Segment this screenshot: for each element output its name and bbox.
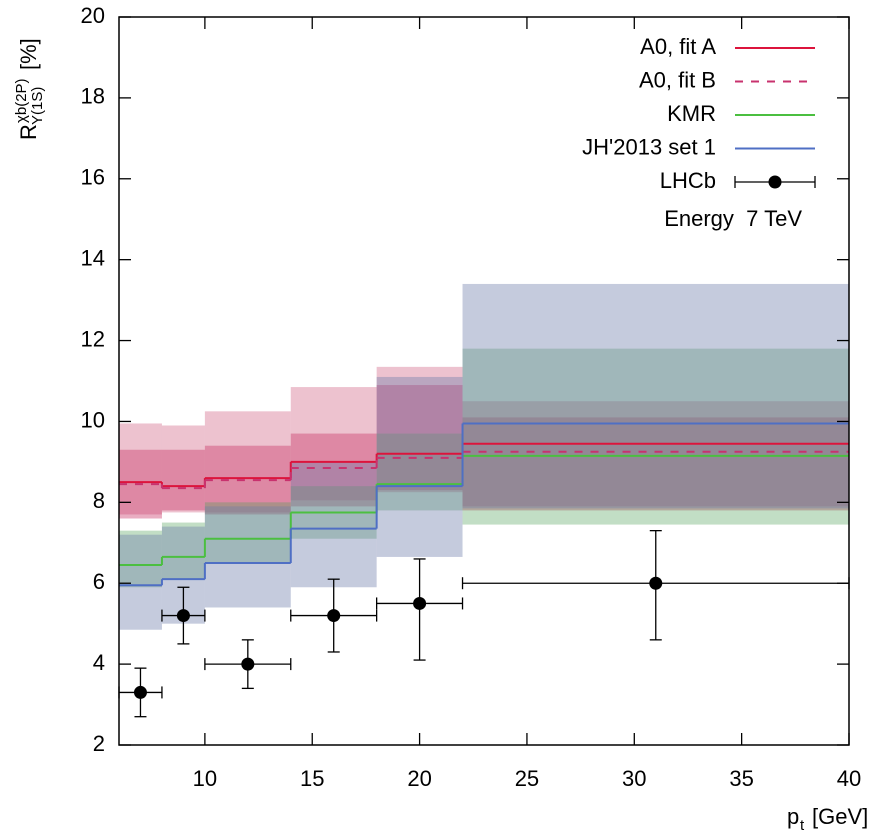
band [204,411,291,513]
x-tick-label: 20 [407,766,431,791]
legend-label: A0, fit A [640,34,716,59]
band [376,385,463,491]
legend-label: KMR [667,101,716,126]
band [204,506,291,608]
y-tick-label: 6 [93,569,105,594]
legend-label: JH'2013 set 1 [582,134,716,159]
data-point [413,596,427,610]
legend-label: A0, fit B [639,67,716,92]
y-tick-label: 8 [93,488,105,513]
x-axis-label-sub: t [800,817,805,834]
x-tick-label: 35 [729,766,753,791]
band [119,530,162,588]
y-axis-label-sub: Υ(1S) [29,87,46,125]
y-axis-label-unit: [%] [16,38,41,70]
band [290,433,377,507]
band [161,425,205,513]
x-tick-label: 10 [193,766,217,791]
band [119,423,162,515]
band [462,401,849,507]
legend-label: LHCb [660,168,716,193]
y-tick-label: 2 [93,731,105,756]
band [119,534,162,630]
data-point [241,657,255,671]
y-tick-label: 20 [81,3,105,28]
y-tick-label: 12 [81,326,105,351]
y-tick-label: 16 [81,165,105,190]
plot-area [118,283,850,718]
band [376,376,463,557]
x-axis-label: p [787,804,799,829]
data-point [176,609,190,623]
x-axis-label-unit: [GeV] [812,804,868,829]
y-axis-label: R χb(2P) Υ(1S) [%] [13,38,46,140]
data-point [649,576,663,590]
data-point [133,685,147,699]
y-axis-label-main: R [16,124,41,140]
y-axis-label-sup: χb(2P) [13,78,30,123]
band [376,433,463,511]
y-tick-label: 4 [93,650,105,675]
x-tick-label: 15 [300,766,324,791]
band [376,366,463,493]
band [462,417,849,511]
y-tick-label: 18 [81,84,105,109]
band [290,461,377,588]
y-tick-label: 14 [81,245,105,270]
x-tick-label: 40 [837,766,861,791]
band [462,348,849,525]
band [462,283,849,509]
x-tick-label: 25 [515,766,539,791]
y-tick-label: 10 [81,407,105,432]
legend-swatch-dot [768,175,782,189]
data-point [327,609,341,623]
annotation: Energy 7 TeV [664,206,802,231]
band [204,502,291,563]
band [290,387,377,501]
band [161,449,205,511]
band [161,522,205,580]
x-tick-label: 30 [622,766,646,791]
plot-frame [118,16,850,746]
